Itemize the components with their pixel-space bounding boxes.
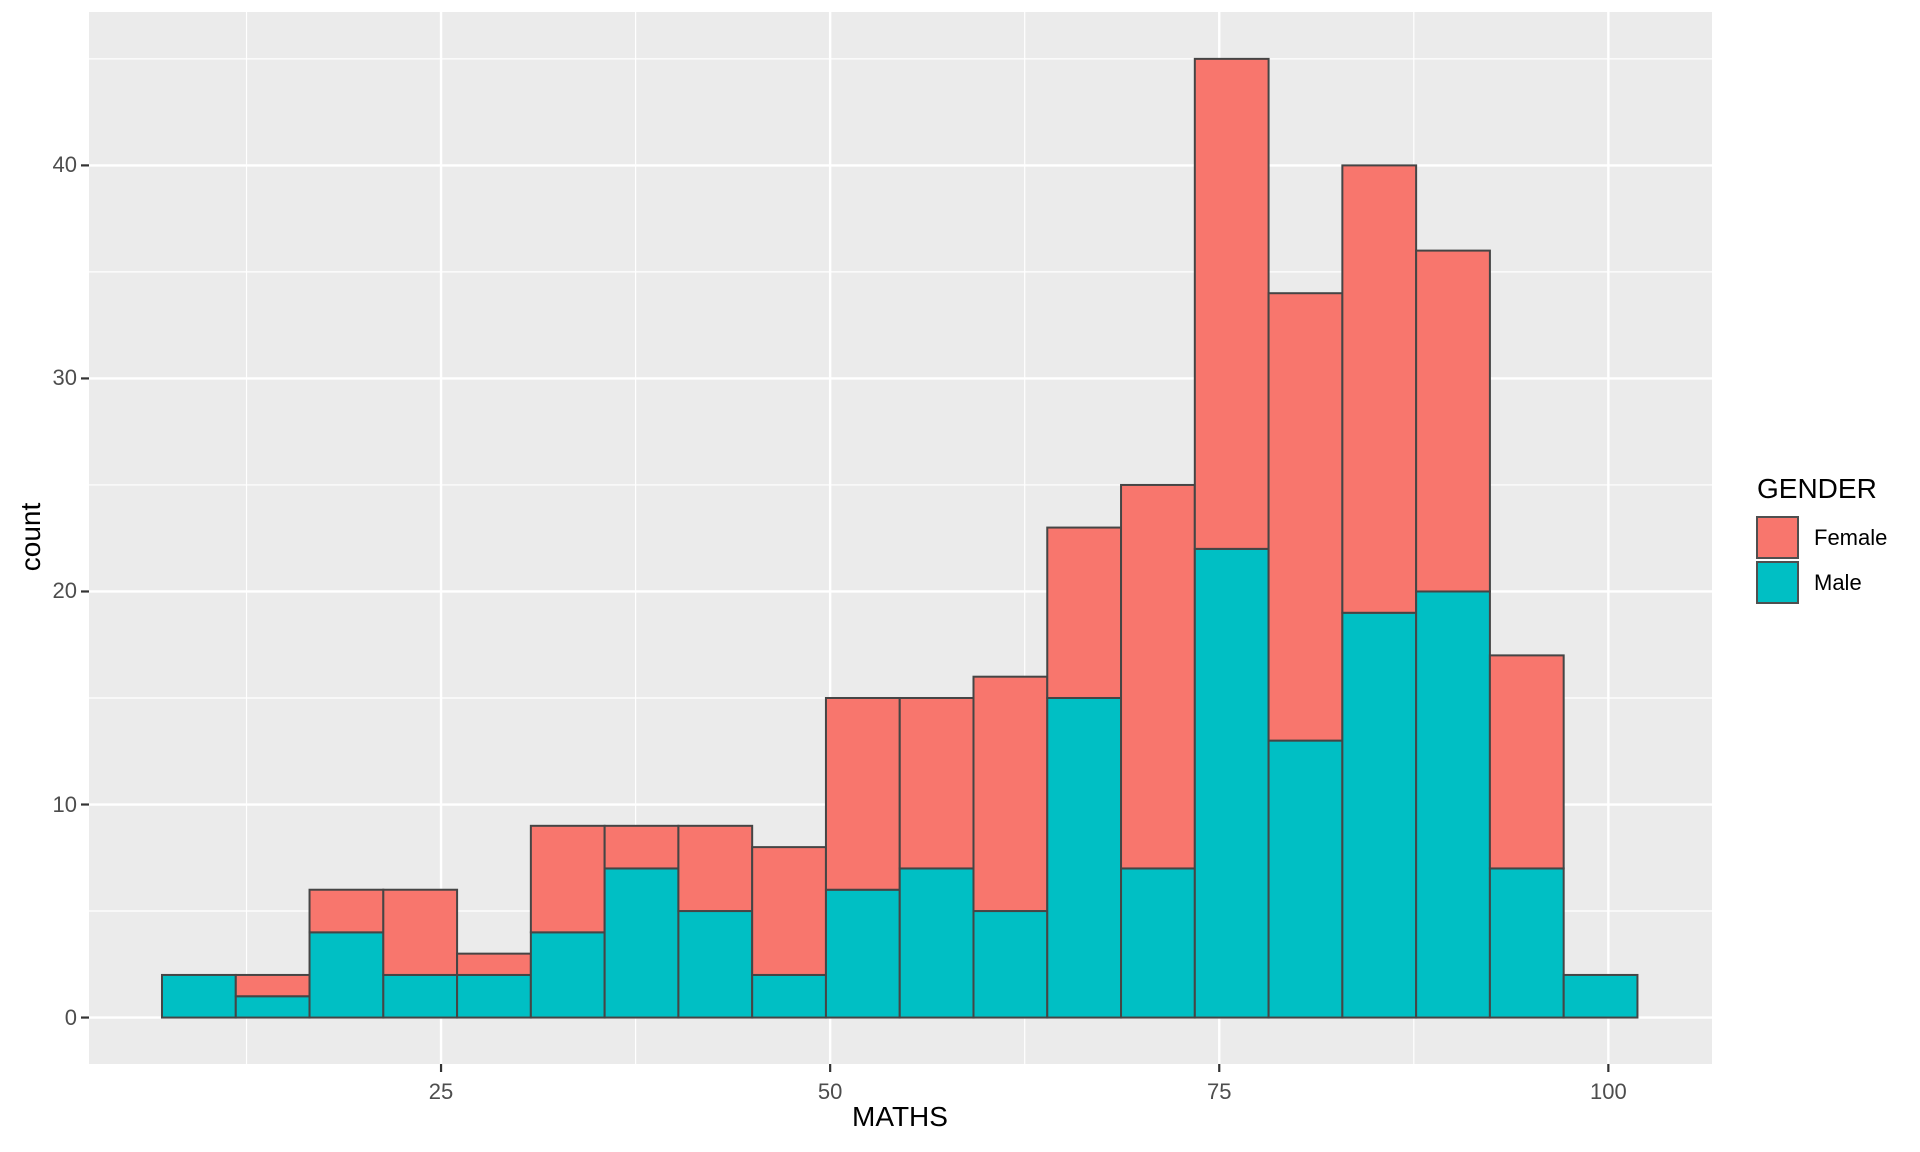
- bar-segment-male: [308, 931, 385, 1019]
- bar-segment-female: [308, 888, 385, 934]
- y-tick-label: 10: [52, 791, 77, 817]
- bar-segment-male: [1267, 739, 1344, 1019]
- bar-segment-female: [382, 888, 459, 976]
- bar-segment-female: [1488, 654, 1565, 870]
- bar-segment-female: [898, 696, 975, 870]
- bar-segment-female: [751, 846, 827, 976]
- bar-segment-female: [1120, 483, 1196, 870]
- bar-segment-female: [529, 824, 606, 934]
- bar-segment-male: [1341, 611, 1418, 1019]
- bar-segment-female: [234, 973, 311, 998]
- bar-segment-female: [972, 675, 1049, 913]
- bar-segment-male: [1193, 547, 1270, 1019]
- legend-label-male: Male: [1814, 570, 1862, 595]
- bar-segment-female: [1046, 526, 1123, 699]
- bar-segment-male: [1046, 696, 1123, 1019]
- bar-segment-female: [603, 824, 680, 870]
- x-tick-label: 25: [428, 1079, 454, 1104]
- x-tick-label: 100: [1589, 1079, 1627, 1104]
- y-tick-label: 20: [52, 578, 77, 604]
- bar-segment-male: [1415, 590, 1491, 1019]
- bar-segment-female: [456, 952, 532, 976]
- bar-segment-male: [898, 867, 975, 1019]
- bar-segment-female: [1415, 249, 1491, 593]
- x-axis-title: MATHS: [852, 1101, 948, 1132]
- bar-segment-male: [677, 910, 754, 1019]
- bar-segment-male: [456, 973, 532, 1019]
- bar-segment-male: [1488, 867, 1565, 1019]
- bar-segment-male: [529, 931, 606, 1019]
- y-tick-label: 30: [52, 365, 77, 391]
- bar-segment-male: [1562, 973, 1639, 1019]
- bar-segment-male: [972, 910, 1049, 1019]
- bar-segment-male: [1120, 867, 1196, 1019]
- bar-segment-male: [234, 995, 311, 1019]
- bar-segment-male: [160, 973, 237, 1019]
- bar-segment-female: [677, 824, 754, 913]
- bar-segment-male: [751, 973, 827, 1019]
- bar-segment-female: [1193, 57, 1270, 550]
- x-tick-label: 50: [817, 1079, 843, 1104]
- bar-segment-male: [824, 888, 901, 1019]
- bar-segment-male: [603, 867, 680, 1019]
- bar-segment-female: [824, 696, 901, 891]
- bar-segment-male: [382, 973, 459, 1019]
- y-axis-title: count: [15, 502, 46, 572]
- bar-segment-female: [1267, 292, 1344, 742]
- bar-segment-female: [1341, 164, 1418, 614]
- legend-title: GENDER: [1757, 473, 1877, 504]
- legend-swatch-male: [1756, 561, 1799, 604]
- legend-swatch-female: [1756, 516, 1799, 559]
- legend-label-female: Female: [1814, 525, 1888, 550]
- y-tick-label: 40: [52, 152, 77, 178]
- x-tick-label: 75: [1206, 1079, 1232, 1104]
- y-tick-label: 0: [64, 1004, 77, 1030]
